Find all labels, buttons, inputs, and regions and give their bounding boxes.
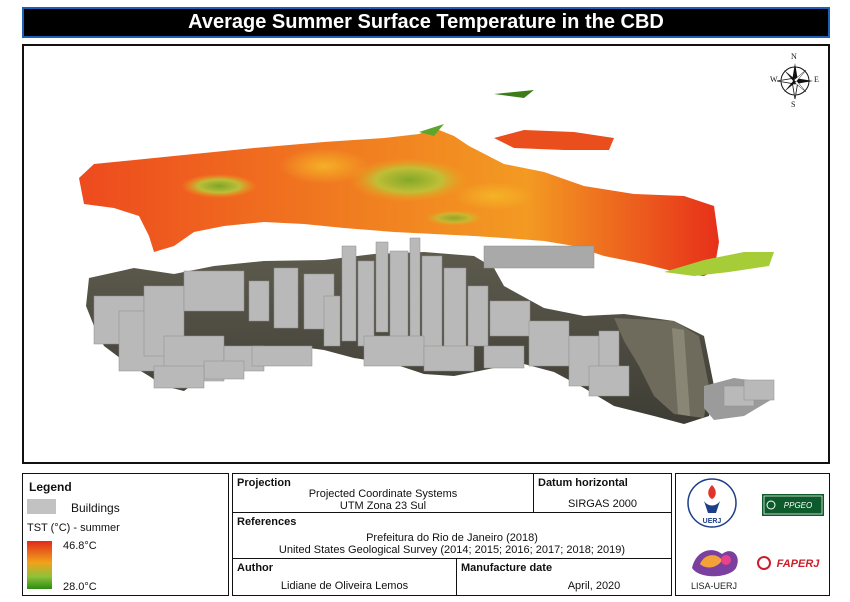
references-line2: United States Geological Survey (2014; 2…: [278, 544, 626, 556]
map-info-panel: Projection Projected Coordinate Systems …: [232, 473, 672, 596]
datum-cell: Datum horizontal SIRGAS 2000: [534, 474, 671, 513]
temperature-min-label: 28.0°C: [63, 581, 97, 593]
ppgeo-logo-text: PPGEO: [784, 501, 812, 510]
map-title: Average Summer Surface Temperature in th…: [22, 7, 830, 38]
projection-line1: Projected Coordinate Systems: [308, 488, 458, 500]
legend-heading: Legend: [29, 480, 72, 494]
map-view[interactable]: N S W E: [22, 44, 830, 464]
author-value: Lidiane de Oliveira Lemos: [280, 580, 409, 592]
faperj-logo: FAPERJ: [756, 552, 826, 574]
temperature-surface: [79, 90, 774, 276]
manufacture-cell: Manufacture date April, 2020: [457, 559, 671, 595]
author-cell: Author Lidiane de Oliveira Lemos: [233, 559, 457, 595]
projection-label: Projection: [237, 477, 291, 489]
temperature-label: TST (°C) - summer: [27, 522, 120, 534]
lisa-logo-text: LISA-UERJ: [691, 581, 737, 591]
compass-rose-icon: [776, 63, 813, 100]
logos-panel: UERJ PPGEO LISA-UERJ FAPERJ: [675, 473, 830, 596]
compass-west-label: W: [770, 75, 778, 84]
references-label: References: [237, 516, 297, 528]
temperature-max-label: 46.8°C: [63, 540, 97, 552]
compass-north-label: N: [791, 52, 797, 61]
north-arrow: N S W E: [770, 52, 820, 110]
lisa-uerj-logo: LISA-UERJ: [682, 538, 746, 594]
projection-cell: Projection Projected Coordinate Systems …: [233, 474, 534, 513]
datum-label: Datum horizontal: [538, 477, 628, 489]
compass-south-label: S: [791, 100, 796, 109]
datum-value: SIRGAS 2000: [567, 498, 638, 510]
map-canvas: [79, 90, 775, 424]
buildings-swatch: [27, 499, 56, 514]
manufacture-label: Manufacture date: [461, 562, 553, 574]
compass-east-label: E: [814, 75, 819, 84]
ppgeo-logo: PPGEO: [762, 494, 824, 516]
buildings-label: Buildings: [71, 501, 120, 515]
references-cell: References Prefeitura do Rio de Janeiro …: [233, 513, 671, 559]
faperj-logo-text: FAPERJ: [777, 558, 821, 570]
author-label: Author: [237, 562, 274, 574]
uerj-logo: UERJ: [686, 477, 738, 529]
references-line1: Prefeitura do Rio de Janeiro (2018): [366, 532, 538, 544]
temperature-color-ramp: [27, 541, 52, 589]
buildings-layer: [93, 237, 775, 407]
projection-line2: UTM Zona 23 Sul: [339, 500, 427, 512]
uerj-logo-text: UERJ: [703, 518, 722, 525]
legend-panel: Legend Buildings TST (°C) - summer 46.8°…: [22, 473, 229, 596]
manufacture-value: April, 2020: [567, 580, 621, 592]
